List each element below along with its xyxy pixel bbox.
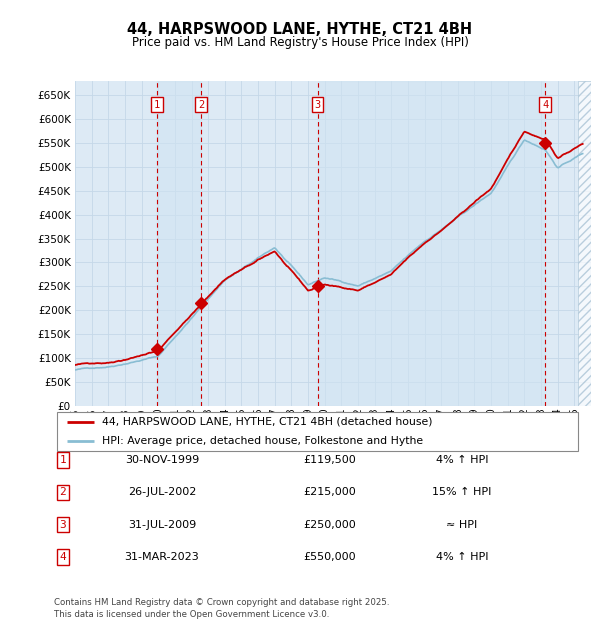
Text: 1: 1: [59, 455, 67, 465]
Text: 31-MAR-2023: 31-MAR-2023: [125, 552, 199, 562]
Text: 2: 2: [198, 100, 204, 110]
Text: £215,000: £215,000: [304, 487, 356, 497]
Text: 3: 3: [314, 100, 321, 110]
Text: 31-JUL-2009: 31-JUL-2009: [128, 520, 196, 529]
Text: 44, HARPSWOOD LANE, HYTHE, CT21 4BH (detached house): 44, HARPSWOOD LANE, HYTHE, CT21 4BH (det…: [101, 417, 432, 427]
Bar: [157, 81, 201, 406]
Text: 15% ↑ HPI: 15% ↑ HPI: [433, 487, 491, 497]
Text: Contains HM Land Registry data © Crown copyright and database right 2025.
This d: Contains HM Land Registry data © Crown c…: [54, 598, 389, 619]
Text: £250,000: £250,000: [304, 520, 356, 529]
Text: HPI: Average price, detached house, Folkestone and Hythe: HPI: Average price, detached house, Folk…: [101, 436, 422, 446]
Text: £119,500: £119,500: [304, 455, 356, 465]
Text: 3: 3: [59, 520, 67, 529]
FancyBboxPatch shape: [56, 412, 578, 451]
Text: £550,000: £550,000: [304, 552, 356, 562]
Text: Price paid vs. HM Land Registry's House Price Index (HPI): Price paid vs. HM Land Registry's House …: [131, 36, 469, 49]
Text: 4: 4: [59, 552, 67, 562]
Text: 4% ↑ HPI: 4% ↑ HPI: [436, 552, 488, 562]
Text: 4% ↑ HPI: 4% ↑ HPI: [436, 455, 488, 465]
Text: 30-NOV-1999: 30-NOV-1999: [125, 455, 199, 465]
Text: 1: 1: [154, 100, 160, 110]
Text: ≈ HPI: ≈ HPI: [446, 520, 478, 529]
Text: 44, HARPSWOOD LANE, HYTHE, CT21 4BH: 44, HARPSWOOD LANE, HYTHE, CT21 4BH: [127, 22, 473, 37]
Bar: [317, 81, 545, 406]
Text: 2: 2: [59, 487, 67, 497]
Text: 26-JUL-2002: 26-JUL-2002: [128, 487, 196, 497]
Text: 4: 4: [542, 100, 548, 110]
